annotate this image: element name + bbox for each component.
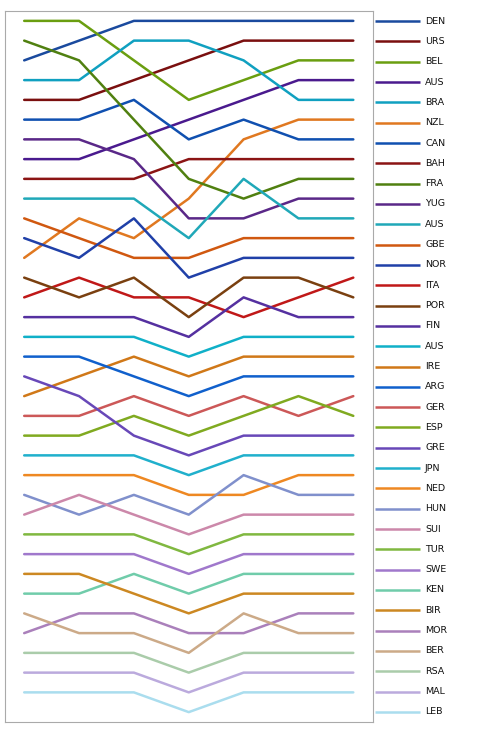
Text: BEL: BEL — [425, 57, 442, 66]
Text: BRA: BRA — [425, 98, 444, 107]
Text: POR: POR — [425, 301, 445, 310]
Text: BIR: BIR — [425, 605, 441, 615]
Text: AUS: AUS — [425, 342, 444, 350]
Text: ITA: ITA — [425, 281, 440, 290]
Text: MOR: MOR — [425, 626, 447, 635]
Text: AUS: AUS — [425, 220, 444, 229]
Text: KEN: KEN — [425, 586, 444, 594]
Text: TUR: TUR — [425, 545, 444, 554]
Text: CAN: CAN — [425, 139, 445, 147]
Text: FRA: FRA — [425, 179, 443, 188]
Text: IRE: IRE — [425, 362, 440, 371]
Text: LEB: LEB — [425, 707, 442, 716]
Text: ESP: ESP — [425, 423, 442, 432]
Text: NOR: NOR — [425, 260, 446, 270]
Text: JPN: JPN — [425, 463, 440, 473]
Text: HUN: HUN — [425, 504, 446, 513]
Text: SWE: SWE — [425, 565, 446, 574]
Text: AUS: AUS — [425, 78, 444, 86]
Text: RSA: RSA — [425, 667, 444, 676]
Text: URS: URS — [425, 37, 444, 46]
Text: GER: GER — [425, 402, 445, 412]
Text: FIN: FIN — [425, 321, 440, 331]
Text: BAH: BAH — [425, 159, 445, 168]
Text: ARG: ARG — [425, 383, 446, 391]
Text: BER: BER — [425, 647, 444, 655]
Text: GBE: GBE — [425, 240, 444, 249]
Text: SUI: SUI — [425, 525, 441, 534]
Text: MAL: MAL — [425, 687, 445, 696]
Text: NZL: NZL — [425, 118, 444, 128]
Text: DEN: DEN — [425, 17, 445, 26]
Text: NED: NED — [425, 484, 445, 493]
Text: YUG: YUG — [425, 199, 445, 208]
Text: GRE: GRE — [425, 443, 445, 452]
